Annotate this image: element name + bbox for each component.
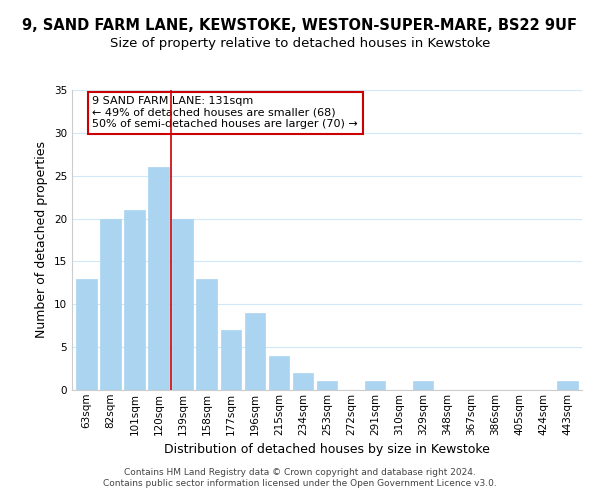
Bar [124, 210, 145, 390]
Text: Contains HM Land Registry data © Crown copyright and database right 2024.
Contai: Contains HM Land Registry data © Crown c… [103, 468, 497, 487]
Bar [172, 218, 193, 390]
Bar [100, 218, 121, 390]
Bar [148, 167, 169, 390]
Bar [293, 373, 313, 390]
Bar [269, 356, 289, 390]
Bar [196, 278, 217, 390]
Bar [413, 382, 433, 390]
Text: 9 SAND FARM LANE: 131sqm
← 49% of detached houses are smaller (68)
50% of semi-d: 9 SAND FARM LANE: 131sqm ← 49% of detach… [92, 96, 358, 129]
Bar [365, 382, 385, 390]
Bar [317, 382, 337, 390]
X-axis label: Distribution of detached houses by size in Kewstoke: Distribution of detached houses by size … [164, 443, 490, 456]
Text: 9, SAND FARM LANE, KEWSTOKE, WESTON-SUPER-MARE, BS22 9UF: 9, SAND FARM LANE, KEWSTOKE, WESTON-SUPE… [23, 18, 577, 32]
Bar [245, 313, 265, 390]
Bar [557, 382, 578, 390]
Y-axis label: Number of detached properties: Number of detached properties [35, 142, 49, 338]
Bar [76, 278, 97, 390]
Bar [221, 330, 241, 390]
Text: Size of property relative to detached houses in Kewstoke: Size of property relative to detached ho… [110, 38, 490, 51]
